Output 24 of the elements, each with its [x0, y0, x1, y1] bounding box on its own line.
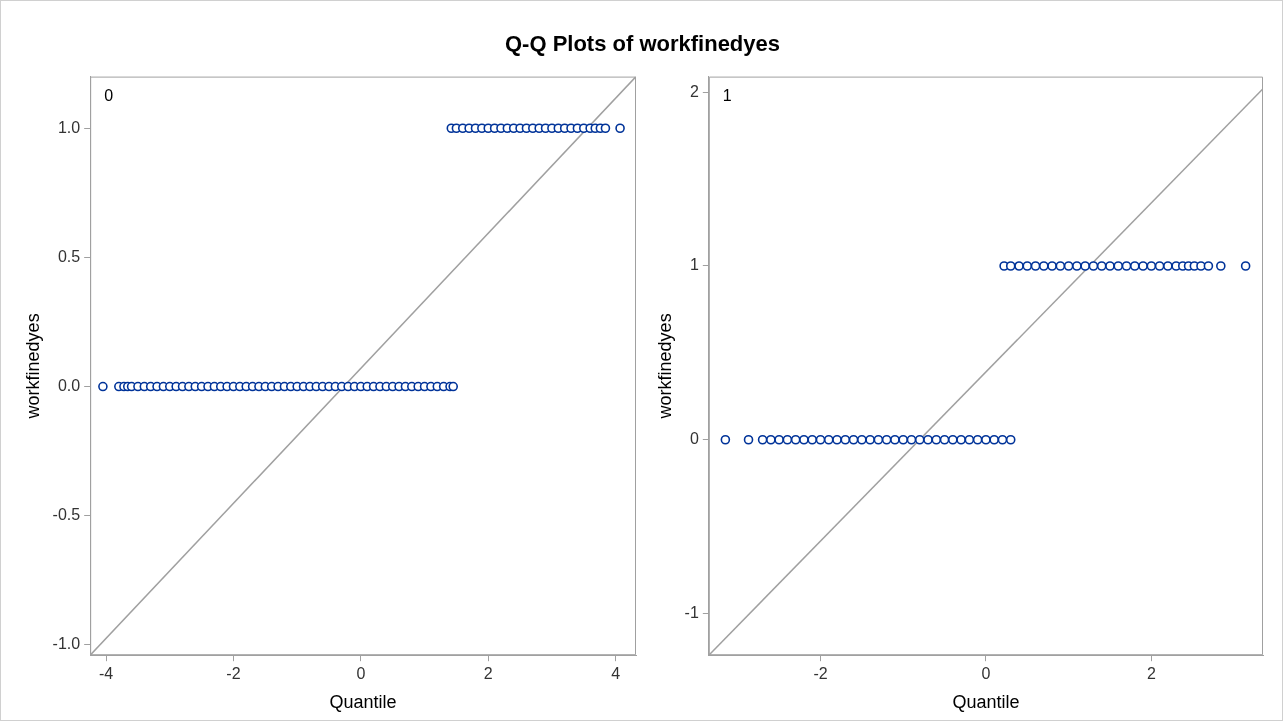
y-tick-label: 0	[689, 430, 699, 448]
x-tick-label: 4	[611, 665, 621, 683]
y-tick-label: 1.0	[57, 118, 81, 136]
y-axis-title: workfinedyes	[22, 313, 43, 420]
annotation: 1	[722, 87, 732, 105]
x-tick-label: 2	[483, 665, 493, 683]
x-tick-label: 0	[356, 665, 366, 683]
y-tick-label: 1	[689, 256, 699, 274]
y-axis-title: workfinedyes	[654, 313, 675, 420]
x-tick-label: -2	[813, 665, 828, 683]
y-tick-label: -1	[684, 603, 699, 621]
x-axis-title: Quantile	[952, 692, 1020, 713]
y-tick-label: 2	[689, 82, 699, 100]
y-tick-label: -1.0	[52, 635, 81, 653]
y-tick-label: 0.0	[57, 376, 81, 394]
y-tick-label: 0.5	[57, 247, 81, 265]
annotation: 0	[104, 87, 114, 105]
x-tick-label: -4	[98, 665, 114, 683]
x-tick-label: 2	[1146, 665, 1156, 683]
x-axis-title: Quantile	[329, 692, 397, 713]
x-tick-label: 0	[981, 665, 991, 683]
chart-title: Q-Q Plots of workfinedyes	[503, 31, 781, 57]
y-tick-label: -0.5	[52, 506, 81, 524]
x-tick-label: -2	[226, 665, 241, 683]
